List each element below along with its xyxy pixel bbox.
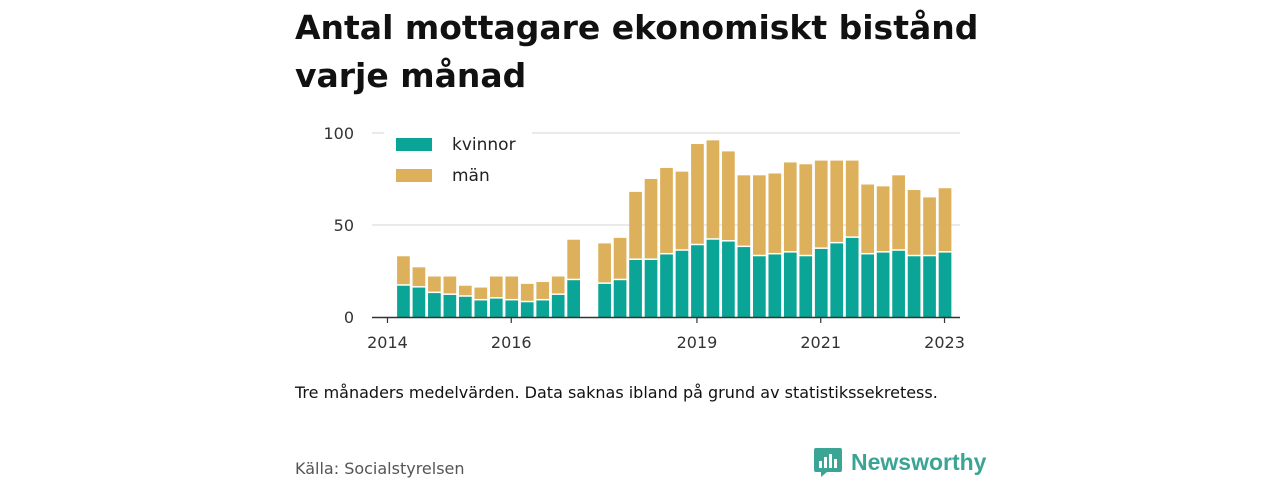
legend-label: kvinnor xyxy=(452,135,516,155)
bar-kvinnor xyxy=(861,254,875,317)
bar-kvinnor xyxy=(830,243,844,317)
bar-man xyxy=(520,283,534,301)
bar-man xyxy=(892,175,905,250)
bar-man xyxy=(907,190,921,255)
legend-label: män xyxy=(452,166,490,186)
bar-kvinnor xyxy=(783,252,797,317)
bar-man xyxy=(428,276,441,292)
bar-kvinnor xyxy=(768,254,782,317)
bar-kvinnor xyxy=(892,250,905,317)
bar-kvinnor xyxy=(551,294,565,317)
legend-swatch xyxy=(396,138,432,151)
x-tick-label: 2016 xyxy=(491,333,532,352)
bar-kvinnor xyxy=(644,259,658,317)
bar-man xyxy=(474,287,488,299)
bar-man xyxy=(567,239,581,279)
bar-man xyxy=(691,144,704,244)
bar-kvinnor xyxy=(613,280,627,317)
bar-kvinnor xyxy=(474,300,488,317)
bar-man xyxy=(737,175,751,246)
newsworthy-chart-logo-icon xyxy=(814,448,842,477)
bar-man xyxy=(412,267,426,287)
bar-man xyxy=(675,171,689,250)
bar-kvinnor xyxy=(938,252,952,317)
bar-kvinnor xyxy=(876,252,890,317)
bar-man xyxy=(660,167,673,253)
bar-kvinnor xyxy=(706,239,720,317)
bar-kvinnor xyxy=(675,250,689,317)
bar-man xyxy=(938,188,952,252)
legend-swatch xyxy=(396,169,432,182)
stacked-bar-chart: 0 50 100 2014 2016 2019 2021 2023 kvinnor män xyxy=(323,124,965,352)
x-tick-label: 2023 xyxy=(924,333,965,352)
bar-kvinnor xyxy=(536,300,550,317)
bar-man xyxy=(458,285,472,296)
bar-man xyxy=(551,276,565,294)
x-tick-label: 2019 xyxy=(677,333,718,352)
brand-name: Newsworthy xyxy=(851,448,987,475)
bar-man xyxy=(443,276,457,294)
bar-kvinnor xyxy=(397,285,410,317)
bar-man xyxy=(830,160,844,242)
bar-kvinnor xyxy=(691,245,704,317)
bar-kvinnor xyxy=(799,256,813,317)
bar-man xyxy=(861,184,875,253)
bar-man xyxy=(752,175,766,255)
bar-man xyxy=(629,191,642,259)
bar-kvinnor xyxy=(567,280,581,317)
bar-man xyxy=(799,164,813,255)
y-tick-label: 0 xyxy=(344,308,354,327)
x-axis-ticks: 2014 2016 2019 2021 2023 xyxy=(367,317,965,352)
bar-kvinnor xyxy=(412,287,426,317)
x-tick-label: 2014 xyxy=(367,333,408,352)
bar-man xyxy=(613,237,627,279)
bar-kvinnor xyxy=(660,254,673,317)
bar-man xyxy=(505,276,519,299)
bar-kvinnor xyxy=(489,298,503,317)
bars xyxy=(397,140,952,317)
source-text: Källa: Socialstyrelsen xyxy=(295,459,465,478)
legend: kvinnor män xyxy=(384,128,532,196)
bar-man xyxy=(644,179,658,259)
bar-man xyxy=(876,186,890,252)
bar-kvinnor xyxy=(458,296,472,317)
bar-kvinnor xyxy=(443,294,457,317)
bar-man xyxy=(845,160,859,237)
bar-man xyxy=(598,243,611,283)
bar-kvinnor xyxy=(907,256,921,317)
chart-title: Antal mottagare ekonomiskt bistånd varje… xyxy=(295,8,979,95)
bar-kvinnor xyxy=(505,300,519,317)
brand-logo[interactable]: Newsworthy xyxy=(813,446,986,478)
bar-kvinnor xyxy=(814,248,828,317)
bar-kvinnor xyxy=(752,256,766,317)
chart-note: Tre månaders medelvärden. Data saknas ib… xyxy=(295,383,938,402)
bar-kvinnor xyxy=(520,302,534,317)
bar-man xyxy=(783,162,797,252)
y-axis-labels: 0 50 100 xyxy=(323,124,354,327)
bar-man xyxy=(489,276,503,298)
bar-kvinnor xyxy=(845,237,859,317)
bar-kvinnor xyxy=(598,283,611,317)
bar-kvinnor xyxy=(737,247,751,317)
bar-man xyxy=(706,140,720,239)
x-tick-label: 2021 xyxy=(800,333,841,352)
y-tick-label: 50 xyxy=(334,216,354,235)
bar-man xyxy=(814,160,828,248)
bar-kvinnor xyxy=(722,241,735,317)
bar-man xyxy=(768,173,782,253)
bar-kvinnor xyxy=(428,293,441,317)
y-tick-label: 100 xyxy=(323,124,354,143)
bar-kvinnor xyxy=(923,256,936,317)
bar-man xyxy=(722,151,735,241)
bar-man xyxy=(536,282,550,299)
bar-man xyxy=(923,197,936,255)
bar-man xyxy=(397,256,410,285)
bar-kvinnor xyxy=(629,259,642,317)
